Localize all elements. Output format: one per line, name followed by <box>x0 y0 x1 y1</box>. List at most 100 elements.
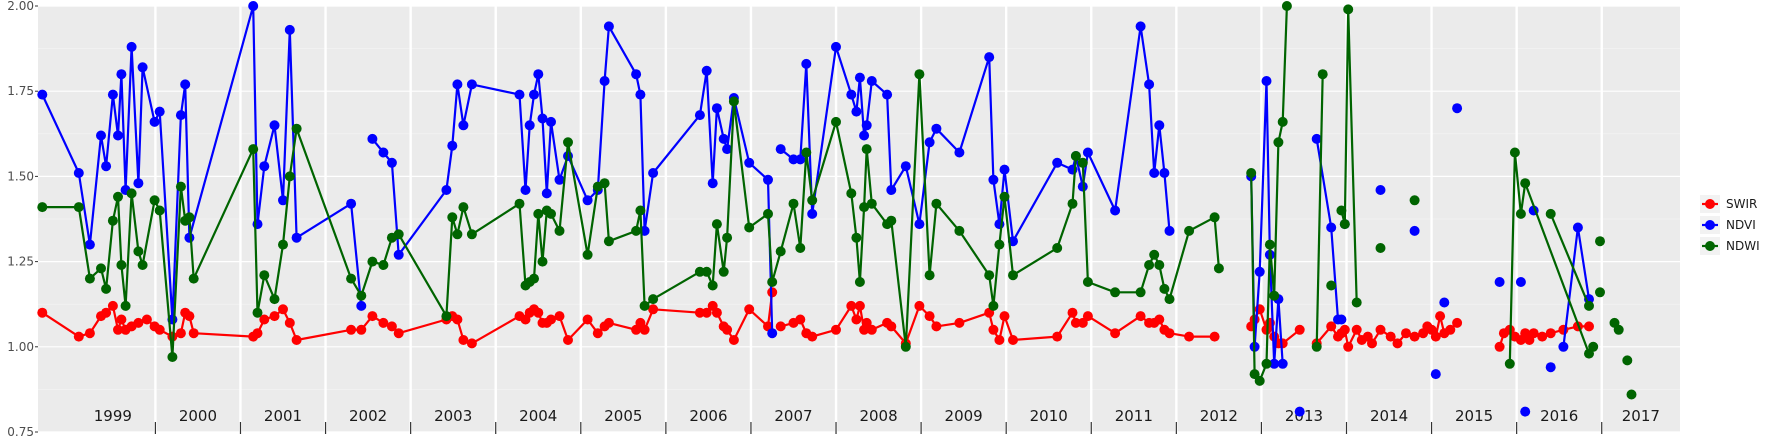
ndvi-point <box>846 89 857 100</box>
ndvi-point <box>707 178 718 189</box>
ndvi-point <box>346 198 357 209</box>
swir-point <box>37 307 48 318</box>
ndwi-point <box>1213 263 1224 274</box>
ndwi-point <box>1626 389 1637 400</box>
swir-point <box>554 311 565 322</box>
ndvi-point <box>37 89 48 100</box>
ndvi-point <box>133 178 144 189</box>
swir-point <box>116 314 127 325</box>
swir-point <box>1070 317 1081 328</box>
ndvi-point <box>984 52 995 63</box>
ndwi-point <box>149 195 160 206</box>
ndwi-point <box>1339 219 1350 230</box>
ndwi-point <box>120 300 131 311</box>
ndvi-point <box>514 89 525 100</box>
ndwi-point <box>994 239 1005 250</box>
ndwi-point <box>1110 287 1121 298</box>
ndvi-point <box>1375 185 1386 195</box>
ndvi-point <box>1494 277 1505 287</box>
ndvi-point <box>1545 362 1556 373</box>
ndwi-point <box>1164 294 1175 305</box>
swir-point <box>1135 311 1146 322</box>
swir-point <box>84 328 95 339</box>
ndvi-point <box>1159 168 1170 178</box>
swir-point <box>722 324 733 335</box>
swir-point <box>1435 311 1446 322</box>
ndwi-point <box>96 263 106 274</box>
ndwi-point <box>356 290 367 301</box>
swir-point <box>807 331 818 342</box>
swir-point <box>999 311 1010 322</box>
ndvi-point <box>386 157 397 168</box>
ndwi-point <box>84 273 95 284</box>
y-tick-label: 1.50 <box>7 169 34 183</box>
year-label: 2003 <box>434 407 472 425</box>
swir-point <box>1164 328 1175 339</box>
swir-point <box>73 331 84 342</box>
ndvi-point <box>694 110 705 121</box>
year-label: 2014 <box>1370 407 1408 425</box>
y-tick-label: 1.25 <box>7 255 34 269</box>
ndvi-point <box>1154 120 1165 131</box>
ndwi-point <box>707 280 718 291</box>
ndwi-point <box>924 270 935 281</box>
ndvi-point <box>859 130 870 141</box>
swir-point <box>795 314 806 325</box>
ndwi-point <box>1317 69 1328 80</box>
ndwi-line <box>1315 74 1324 347</box>
ndwi-point <box>452 229 463 240</box>
ndvi-point <box>1277 358 1288 369</box>
swir-point <box>1008 335 1018 345</box>
ndvi-point <box>107 89 118 100</box>
legend-label-swir: SWIR <box>1726 197 1757 211</box>
ndwi-line <box>42 73 1220 359</box>
ndvi-point <box>1452 103 1463 114</box>
swir-point <box>767 287 778 298</box>
ndwi-point <box>1269 290 1280 301</box>
ndvi-point <box>648 168 659 178</box>
ndwi-point <box>886 215 897 226</box>
swir-point <box>1277 338 1288 349</box>
swir-point <box>546 314 556 325</box>
ndwi-point <box>284 171 295 182</box>
swir-point <box>603 317 614 328</box>
ndwi-point <box>546 208 556 219</box>
ndwi-point <box>1336 205 1347 216</box>
swir-point <box>1339 324 1350 335</box>
ndwi-point <box>441 311 452 322</box>
swir-point <box>1528 328 1539 339</box>
year-label: 2004 <box>519 407 557 425</box>
ndwi-point <box>529 273 539 284</box>
legend-key-point <box>1705 241 1715 251</box>
ndvi-point <box>466 79 477 90</box>
swir-point <box>1537 331 1548 342</box>
ndvi-point <box>84 239 95 250</box>
ndwi-point <box>631 225 642 236</box>
swir-point <box>711 307 722 318</box>
year-label: 2005 <box>604 407 642 425</box>
ndvi-point <box>269 120 280 131</box>
ndvi-point <box>452 79 463 90</box>
ndwi-point <box>278 239 288 250</box>
swir-point <box>1385 331 1396 342</box>
ndwi-point <box>346 273 357 284</box>
swir-point <box>639 324 650 335</box>
ndwi-point <box>1351 297 1362 308</box>
ndwi-point <box>1375 243 1386 253</box>
swir-point <box>291 335 302 345</box>
legend: SWIR NDVI NDWI <box>1700 195 1760 255</box>
ndwi-point <box>984 270 995 281</box>
ndwi-point <box>859 202 870 213</box>
swir-point <box>994 335 1005 345</box>
ndwi-point <box>252 307 263 318</box>
ndwi-point <box>137 260 148 270</box>
swir-point <box>101 307 112 318</box>
ndwi-point <box>1509 147 1520 158</box>
ndwi-point <box>1520 178 1531 189</box>
swir-point <box>648 304 659 315</box>
ndwi-point <box>648 294 659 305</box>
swir-point <box>1082 311 1093 322</box>
swir-point <box>466 338 477 349</box>
year-label: 2010 <box>1030 407 1068 425</box>
